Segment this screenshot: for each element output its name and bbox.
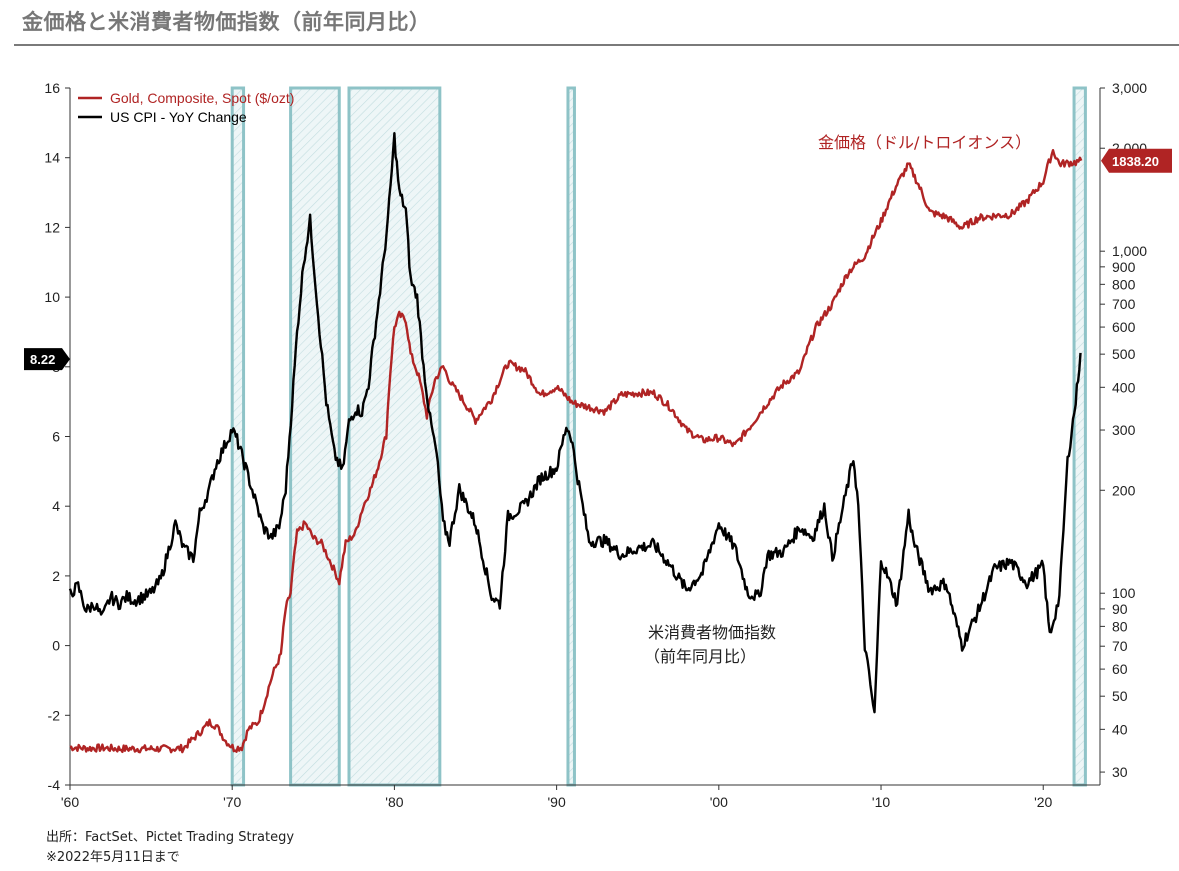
- chart-labels: Gold, Composite, Spot ($/ozt) US CPI - Yo…: [24, 90, 1172, 666]
- right-tick-label: 500: [1112, 346, 1136, 362]
- cpi-latest-tag: [24, 348, 70, 371]
- right-tick-label: 400: [1112, 379, 1136, 395]
- source-line-2: ※2022年5月11日まで: [46, 850, 180, 865]
- recession-band: [347, 86, 442, 787]
- left-tick-label: 4: [52, 498, 60, 514]
- right-tick-label: 60: [1112, 661, 1128, 677]
- left-tick-label: 12: [44, 219, 60, 235]
- title-rule: [14, 44, 1179, 46]
- cpi-annotation-line2: （前年同月比）: [644, 647, 756, 666]
- right-tick-label: 90: [1112, 601, 1128, 617]
- left-tick-label: 2: [52, 568, 60, 584]
- axes: -4-2024681012141630405060708090100200300…: [44, 80, 1147, 810]
- right-tick-label: 600: [1112, 319, 1136, 335]
- right-tick-label: 200: [1112, 482, 1136, 498]
- x-tick-label: '10: [872, 794, 890, 810]
- legend-label-cpi: US CPI - YoY Change: [110, 109, 247, 125]
- right-tick-label: 900: [1112, 259, 1136, 275]
- right-tick-label: 700: [1112, 296, 1136, 312]
- right-tick-label: 50: [1112, 688, 1128, 704]
- gold-price-line: [69, 149, 1083, 754]
- x-tick-label: '20: [1034, 794, 1052, 810]
- left-tick-label: 10: [44, 289, 60, 305]
- gold-latest-label: 1838.20: [1112, 154, 1159, 169]
- right-tick-label: 1,000: [1112, 243, 1147, 259]
- right-tick-label: 300: [1112, 422, 1136, 438]
- x-tick-label: '80: [385, 794, 403, 810]
- left-tick-label: 6: [52, 429, 60, 445]
- gold-annotation: 金価格（ドル/トロイオンス）: [818, 133, 1031, 152]
- source-note: 出所：FactSet、Pictet Trading Strategy ※2022…: [46, 828, 294, 868]
- right-tick-label: 30: [1112, 764, 1128, 780]
- left-tick-label: 0: [52, 638, 60, 654]
- gold-latest-tag: [1101, 148, 1172, 173]
- page-title: 金価格と米消費者物価指数（前年同月比）: [22, 10, 431, 34]
- x-tick-label: '00: [710, 794, 728, 810]
- left-tick-label: -4: [48, 777, 61, 793]
- right-tick-label: 3,000: [1112, 80, 1147, 96]
- x-tick-label: '90: [547, 794, 565, 810]
- recession-band: [289, 86, 341, 787]
- right-tick-label: 80: [1112, 618, 1128, 634]
- legend: Gold, Composite, Spot ($/ozt) US CPI - Yo…: [78, 90, 294, 125]
- left-tick-label: 14: [44, 150, 60, 166]
- left-tick-label: -2: [48, 707, 61, 723]
- left-tick-label: 16: [44, 80, 60, 96]
- legend-label-gold: Gold, Composite, Spot ($/ozt): [110, 90, 294, 106]
- source-line-1: 出所：FactSet、Pictet Trading Strategy: [46, 830, 295, 845]
- right-tick-label: 800: [1112, 276, 1136, 292]
- cpi-yoy-line: [68, 132, 1082, 714]
- right-tick-label: 70: [1112, 638, 1128, 654]
- cpi-annotation-line1: 米消費者物価指数: [648, 623, 776, 642]
- right-tick-label: 100: [1112, 585, 1136, 601]
- recession-band: [1072, 86, 1087, 787]
- cpi-latest-label: 8.22: [30, 352, 55, 367]
- series-lines: [68, 132, 1083, 754]
- recession-bands: [230, 86, 1087, 787]
- x-tick-label: '60: [61, 794, 79, 810]
- x-tick-label: '70: [223, 794, 241, 810]
- right-tick-label: 40: [1112, 721, 1128, 737]
